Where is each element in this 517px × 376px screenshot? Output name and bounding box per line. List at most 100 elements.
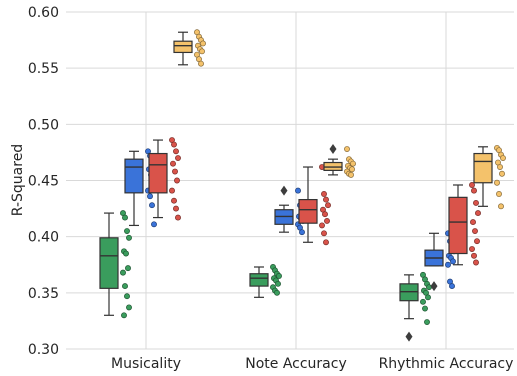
data-point	[299, 229, 305, 236]
data-point	[171, 141, 177, 148]
data-point	[325, 202, 331, 209]
data-point	[349, 166, 355, 173]
data-point	[173, 205, 179, 212]
x-tick-label: Rhythmic Accuracy	[379, 356, 514, 372]
outlier-marker	[405, 331, 413, 342]
data-point	[171, 197, 177, 204]
box-3-0	[173, 29, 206, 67]
data-point	[321, 230, 327, 237]
data-point	[471, 252, 477, 259]
data-point	[274, 289, 280, 296]
x-tick-label: Note Accuracy	[245, 356, 347, 372]
data-point	[445, 261, 451, 268]
data-point	[198, 60, 204, 67]
y-tick-label: 0.45	[28, 174, 59, 190]
box-body	[148, 152, 168, 194]
data-point	[122, 283, 128, 290]
data-point	[276, 273, 282, 279]
data-point	[450, 258, 456, 265]
data-point	[321, 191, 327, 197]
data-point	[424, 319, 430, 325]
data-point	[498, 203, 504, 210]
data-point	[473, 259, 479, 266]
data-point	[323, 196, 329, 203]
data-point	[474, 238, 480, 245]
data-point	[350, 160, 356, 167]
data-point	[126, 234, 132, 241]
data-point	[170, 160, 176, 167]
outlier-marker	[280, 185, 288, 196]
box-body	[298, 198, 318, 224]
plot-area	[99, 29, 506, 342]
data-point	[125, 265, 131, 272]
x-axis: Musicality Note Accuracy Rhythmic Accuracy	[111, 356, 513, 372]
data-point	[475, 210, 481, 217]
data-point	[425, 294, 431, 301]
box-body	[99, 237, 119, 289]
y-axis-label: R-Squared	[10, 144, 26, 216]
data-point	[175, 214, 181, 221]
data-point	[147, 193, 153, 200]
data-point	[472, 228, 478, 234]
data-point	[120, 269, 126, 276]
data-point	[322, 211, 328, 218]
box-0-0	[99, 210, 132, 319]
box-body	[249, 273, 269, 287]
data-point	[469, 246, 475, 252]
data-point	[121, 312, 127, 319]
data-point	[323, 239, 329, 246]
data-point	[275, 280, 281, 287]
y-tick-label: 0.50	[28, 117, 59, 133]
data-point	[348, 171, 354, 178]
data-point	[151, 221, 157, 228]
data-point	[200, 40, 206, 47]
data-point	[426, 284, 432, 291]
y-tick-label: 0.55	[28, 61, 59, 77]
y-axis: 0.30 0.35 0.40 0.45 0.50 0.55 0.60	[28, 5, 59, 358]
data-point	[420, 298, 426, 305]
box-body	[473, 152, 493, 184]
y-tick-label: 0.35	[28, 286, 59, 302]
outlier-marker	[430, 281, 438, 292]
data-point	[172, 168, 178, 175]
x-tick-label: Musicality	[111, 356, 181, 372]
data-point	[126, 304, 132, 311]
data-point	[199, 48, 205, 55]
data-point	[123, 250, 129, 257]
data-point	[497, 164, 503, 170]
data-point	[499, 170, 505, 177]
data-point	[174, 177, 180, 184]
box-body	[173, 40, 193, 54]
box-3-1	[323, 144, 356, 178]
box-2-2	[448, 182, 481, 266]
box-0-1	[249, 264, 282, 298]
data-point	[449, 283, 455, 290]
data-point	[149, 202, 155, 209]
data-point	[175, 155, 181, 161]
data-point	[295, 187, 301, 194]
box-2-1	[298, 164, 331, 246]
box-0-2	[399, 271, 432, 342]
data-point	[494, 179, 500, 186]
data-point	[124, 293, 130, 300]
data-point	[470, 219, 476, 226]
data-point	[173, 148, 179, 155]
y-tick-label: 0.30	[28, 342, 59, 358]
box-body	[448, 196, 468, 255]
data-point	[469, 182, 475, 188]
outlier-marker	[329, 144, 337, 155]
data-point	[344, 146, 350, 152]
data-point	[319, 222, 325, 229]
box-3-2	[473, 144, 506, 210]
y-tick-label: 0.40	[28, 230, 59, 246]
data-point	[122, 214, 128, 221]
data-point	[422, 305, 428, 312]
box-2-0	[148, 137, 181, 221]
data-point	[324, 217, 330, 224]
data-point	[473, 200, 479, 206]
box-1-0	[124, 148, 157, 228]
data-point	[471, 187, 477, 194]
data-point	[124, 228, 130, 234]
box-body	[124, 158, 144, 194]
